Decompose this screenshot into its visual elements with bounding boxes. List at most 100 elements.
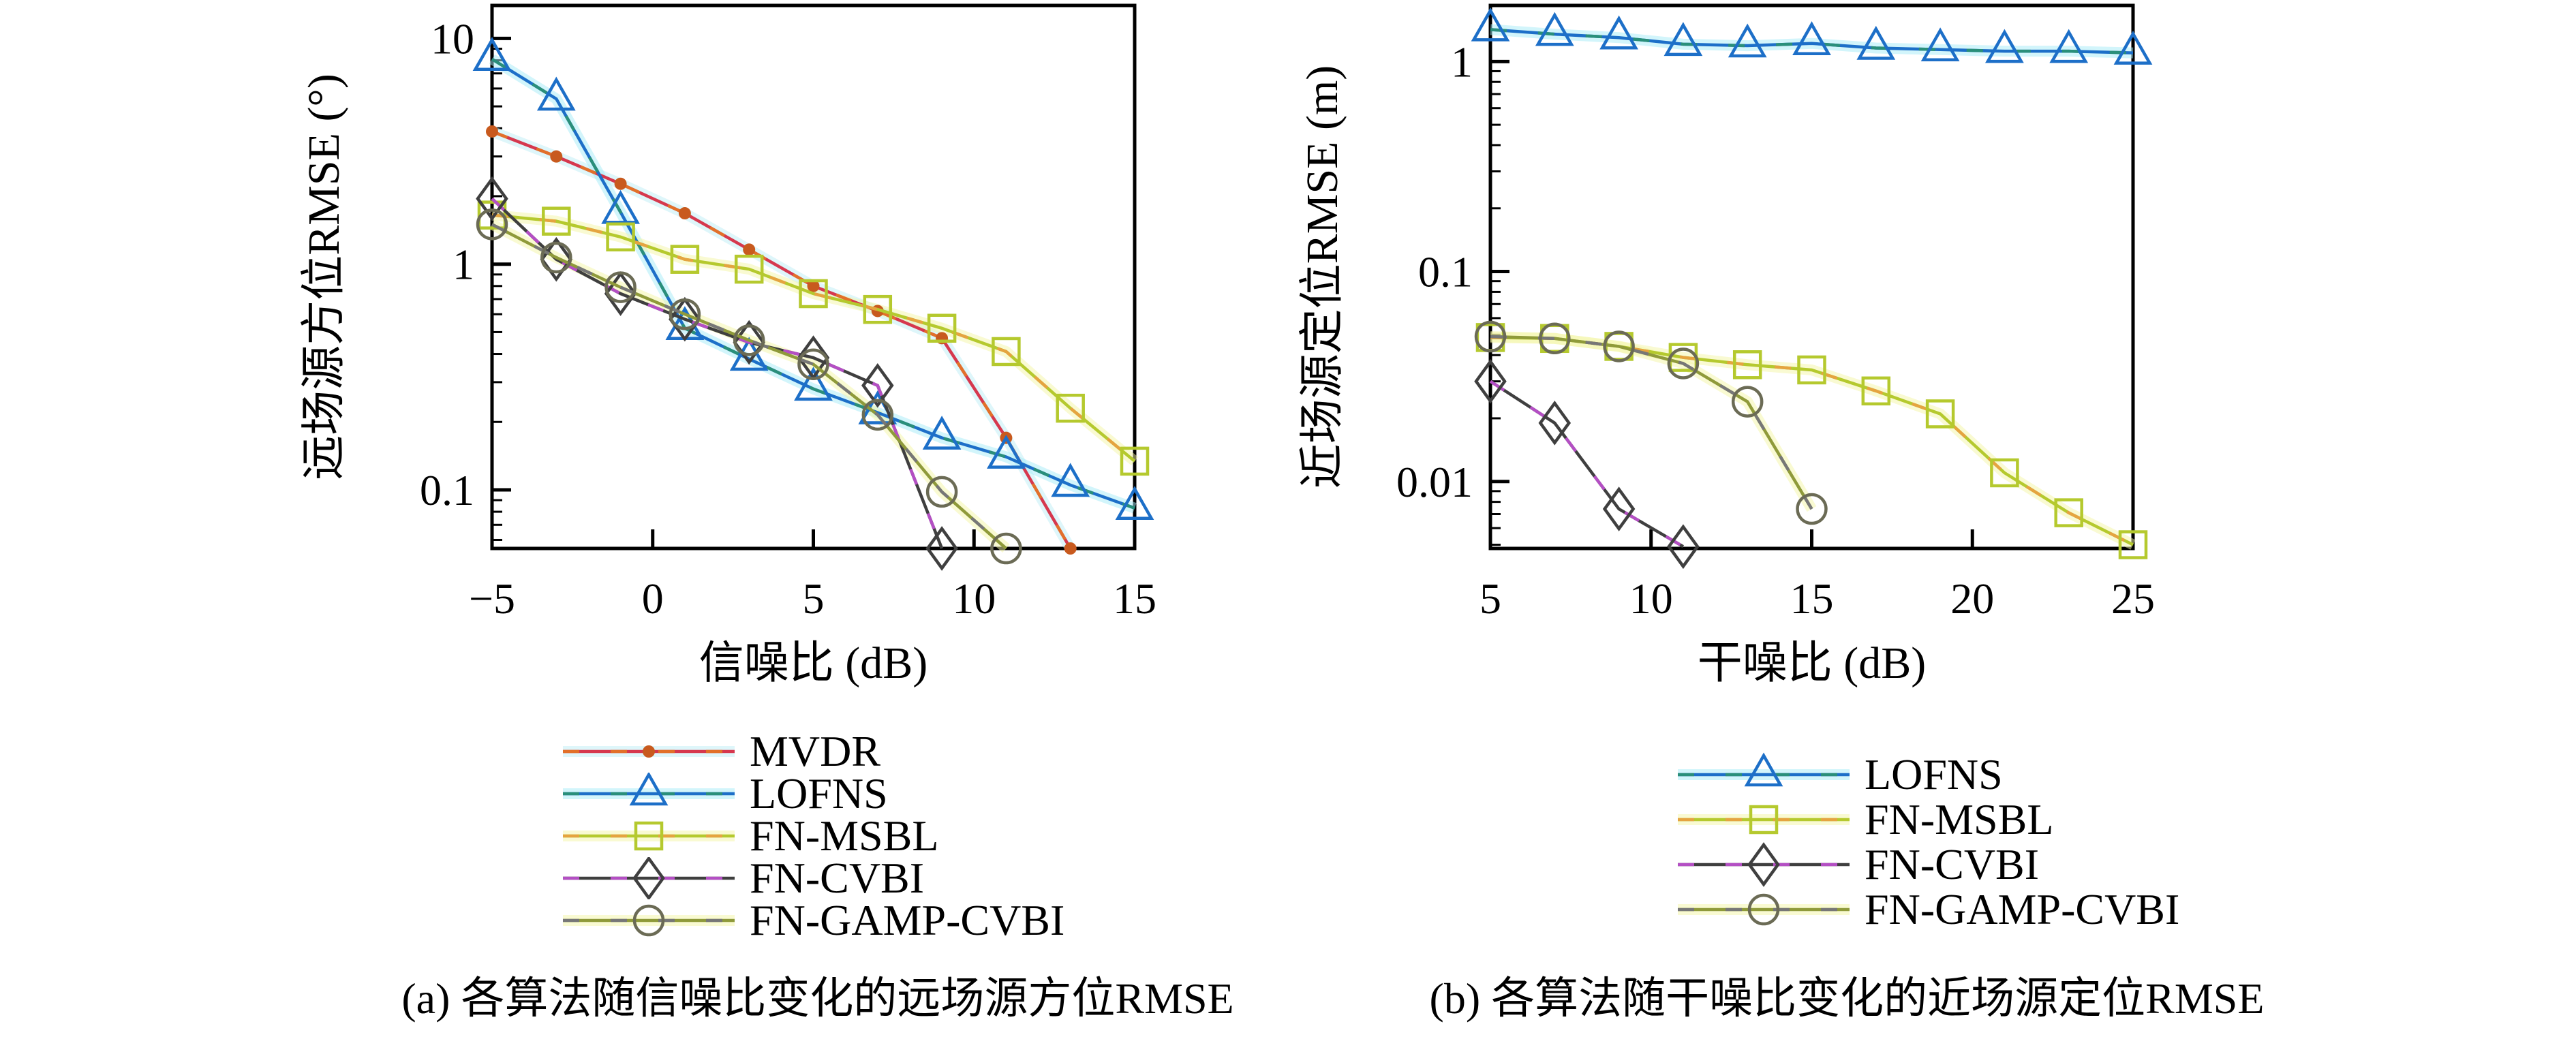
legend-sample-fn-gamp-cvbi [563,904,735,937]
legend-far-field: MVDR LOFNS FN-MSBL FN-CVBI FN-GAMP-CVBI [560,730,1064,942]
diamond-marker [604,271,637,316]
circle-marker [1731,386,1764,418]
triangle-marker [1792,21,1831,55]
y-tick-label: 0.01 [1396,458,1473,506]
dot-marker [486,125,498,138]
series-fn-msbl [477,200,1150,476]
x-tick-label: 5 [803,574,825,623]
legend-label-fn-gamp-cvbi: FN-GAMP-CVBI [750,896,1065,944]
triangle-marker [1920,27,1960,62]
triangle-marker [1115,486,1154,521]
triangle-marker [601,189,640,224]
legend-item-fn-msbl: FN-MSBL [1675,797,2179,842]
circle-marker [1539,322,1571,355]
legend-label-mvdr: MVDR [750,727,881,775]
circle-marker [1796,493,1828,525]
x-tick-label: 25 [2111,574,2155,623]
dot-marker [807,279,820,292]
triangle-marker [1051,463,1090,497]
near-field-rmse-chart: 5 10 15 20 25 1 0.1 0.01 干噪比 (dB) 近场源定位RMSE (m) [1298,3,2155,688]
square-marker [1120,446,1150,476]
x-tick-label: 10 [1629,574,1673,623]
circle-marker [540,241,572,274]
triangle-marker [922,416,962,450]
triangle-marker [987,435,1026,469]
y-tick-label: 0.1 [1418,248,1473,296]
circle-marker [1474,320,1507,353]
dot-marker [550,150,563,163]
legend-item-fn-gamp-cvbi: FN-GAMP-CVBI [560,899,1064,942]
far-field-rmse-chart: −5 0 5 10 15 10 1 0.1 信噪比 (dB) 远场源方位RMSE (°) [299,3,1156,688]
square-marker [992,337,1021,367]
square-marker [1797,355,1826,385]
legend-item-fn-cvbi: FN-CVBI [560,856,1064,900]
square-marker [1732,350,1762,379]
dot-marker [643,745,655,758]
legend-label-fn-msbl: FN-MSBL [1865,795,2054,843]
legend-sample-fn-msbl [563,821,735,851]
legend-sample-mvdr [563,745,735,758]
diamond-marker [1602,486,1636,531]
square-marker [1925,399,1955,429]
diamond-marker [476,176,508,221]
circle-marker [925,476,958,508]
diamond-marker [1667,524,1700,570]
square-marker [1749,805,1779,835]
legend-label-lofns: LOFNS [1865,750,2003,798]
triangle-marker [2113,31,2153,65]
circle-marker [990,532,1022,565]
legend-item-lofns: LOFNS [560,769,1064,818]
diamond-marker [1474,358,1507,404]
diamond-marker [632,857,665,899]
triangle-marker [1471,7,1510,42]
x-tick-label: 10 [952,574,996,623]
legend-label-fn-gamp-cvbi: FN-GAMP-CVBI [1865,885,2180,933]
diamond-marker [669,296,701,342]
circle-marker [733,324,765,356]
series-fn-gamp-cvbi [1474,320,1828,525]
y-tick-label: 10 [431,14,474,63]
square-marker [1056,393,1085,423]
x-tick-label: 20 [1950,574,1994,623]
legend-item-mvdr: MVDR [560,730,1064,773]
square-marker [1861,376,1891,406]
circle-marker [476,208,508,241]
legend-sample-lofns [1678,752,1850,787]
legend-item-fn-cvbi: FN-CVBI [1675,842,2179,887]
axes-ticks: −5 0 5 10 15 10 1 0.1 [420,14,1156,623]
y-axis-label: 远场源方位RMSE (°) [299,74,349,480]
caption-b: (b) 各算法随干噪比变化的近场源定位RMSE [1429,974,2265,1023]
legend-near-field: LOFNS FN-MSBL FN-CVBI FN-GAMP-CVBI [1675,752,2179,932]
triangle-marker [629,773,669,806]
series-fn-cvbi [1474,358,1700,570]
square-marker [606,222,635,252]
square-marker [927,313,957,343]
legend-sample-fn-msbl [1678,805,1850,835]
triangle-marker [1599,15,1638,50]
triangle-marker [1744,752,1783,787]
circle-marker [797,348,829,380]
legend-sample-fn-gamp-cvbi [1678,893,1850,926]
triangle-marker [1728,23,1767,58]
square-marker [734,254,764,284]
diamond-marker [861,362,894,408]
diamond-marker [1747,842,1780,887]
legend-item-fn-gamp-cvbi: FN-GAMP-CVBI [1675,887,2179,932]
triangle-marker [1663,22,1703,57]
legend-item-lofns: LOFNS [1675,752,2179,797]
dot-marker [743,243,756,256]
diamond-marker [1538,401,1571,446]
square-marker [670,245,700,274]
caption-a: (a) 各算法随信噪比变化的远场源方位RMSE [401,974,1234,1023]
y-tick-label: 1 [453,241,474,289]
circle-marker [1667,347,1700,379]
legend-sample-lofns [563,773,735,806]
legend-label-lofns: LOFNS [750,769,888,818]
circle-marker [669,298,701,330]
legend-item-fn-msbl: FN-MSBL [560,814,1064,858]
dot-marker [1064,542,1077,555]
x-tick-label: 5 [1479,574,1501,623]
x-tick-label: 0 [642,574,664,623]
y-axis-label: 近场源定位RMSE (m) [1298,65,1347,489]
